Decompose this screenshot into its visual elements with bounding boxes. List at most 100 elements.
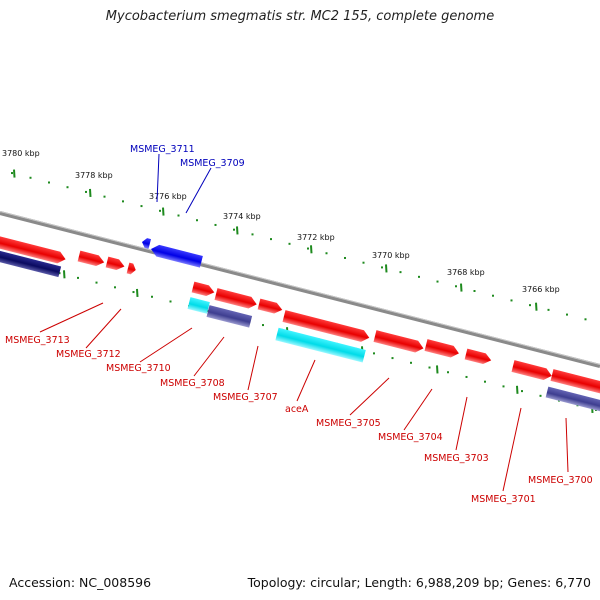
gene-feature-msmeg-3710[interactable] — [126, 262, 137, 276]
lower-scale-minor-tick — [114, 286, 116, 289]
label-leader-line — [502, 407, 522, 492]
lower-scale-minor-tick — [373, 352, 375, 355]
upper-scale-major-tick — [162, 207, 165, 216]
gene-feature-msmeg-3700-shape — [550, 369, 600, 394]
gene-feature-navy-shape — [0, 248, 62, 278]
gene-label-leaders — [39, 153, 569, 492]
upper-scale-minor-tick — [399, 271, 402, 274]
upper-scale-minor-tick — [233, 228, 235, 231]
gene-feature-msmeg-3705-shape — [373, 330, 424, 353]
genome-backbone-highlight — [0, 211, 600, 365]
upper-scale-minor-tick — [251, 233, 254, 236]
gene-feature-msmeg-3705[interactable] — [373, 330, 425, 354]
lower-scale-minor-tick — [410, 361, 412, 364]
gene-label-msmeg-3711[interactable]: MSMEG_3711 — [130, 144, 195, 155]
lower-scale-major-tick — [63, 270, 66, 279]
gene-label-msmeg-3707[interactable]: MSMEG_3707 — [213, 392, 278, 403]
upper-scale-minor-tick — [288, 242, 291, 245]
label-leader-line — [247, 345, 259, 391]
gene-feature-purple-b-shape — [545, 386, 600, 413]
scale-label: 3774 kbp — [223, 212, 261, 221]
upper-scale-major-tick — [385, 264, 388, 273]
upper-scale-minor-tick — [159, 209, 161, 212]
gene-label-msmeg-3710[interactable]: MSMEG_3710 — [106, 363, 171, 374]
gene-feature-acea[interactable] — [282, 310, 371, 343]
upper-scale-minor-tick — [455, 285, 457, 288]
upper-scale-minor-tick — [29, 176, 32, 179]
label-leader-line — [349, 377, 390, 416]
gene-feature-navy[interactable] — [0, 248, 62, 278]
upper-scale-minor-tick — [177, 214, 180, 217]
upper-scale-minor-tick — [362, 261, 365, 264]
gene-feature-red-small[interactable] — [105, 256, 126, 272]
gene-feature-msmeg-3703-shape — [464, 348, 492, 365]
scale-label: 3778 kbp — [75, 171, 113, 180]
label-leader-line — [193, 336, 225, 377]
upper-scale-major-tick — [236, 226, 239, 235]
gene-label-acea[interactable]: aceA — [285, 404, 309, 415]
label-leader-line — [85, 308, 122, 349]
lower-scale-minor-tick — [521, 390, 523, 393]
gene-feature-msmeg-3711[interactable] — [141, 237, 151, 249]
gene-feature-msmeg-3713[interactable] — [0, 234, 67, 265]
lower-scale-minor-tick — [502, 385, 505, 388]
gene-label-msmeg-3701[interactable]: MSMEG_3701 — [471, 494, 536, 505]
upper-scale-minor-tick — [492, 294, 494, 297]
scale-label: 3776 kbp — [149, 192, 187, 201]
lower-scale-minor-tick — [447, 371, 449, 374]
upper-scale-minor-tick — [270, 238, 272, 241]
scale-label: 3766 kbp — [522, 285, 560, 294]
gene-feature-cyan-a[interactable] — [187, 297, 210, 314]
upper-scale-major-tick — [535, 302, 538, 311]
upper-scale-minor-tick — [48, 181, 50, 184]
gene-label-msmeg-3708[interactable]: MSMEG_3708 — [160, 378, 225, 389]
label-leader-line — [39, 302, 104, 333]
gene-feature-msmeg-3708[interactable] — [214, 288, 259, 310]
label-leader-line — [139, 327, 193, 363]
gene-feature-cyan-b[interactable] — [275, 327, 366, 363]
upper-scale-minor-tick — [381, 266, 383, 269]
lower-scale-minor-tick — [58, 272, 61, 275]
gene-label-msmeg-3700[interactable]: MSMEG_3700 — [528, 475, 593, 486]
gene-label-msmeg-3709[interactable]: MSMEG_3709 — [180, 158, 245, 169]
upper-scale-minor-tick — [214, 223, 217, 226]
gene-label-msmeg-3703[interactable]: MSMEG_3703 — [424, 453, 489, 464]
gene-feature-cyan-b-shape — [275, 327, 366, 363]
label-leader-line — [455, 396, 468, 451]
upper-scale-major-tick — [89, 188, 92, 198]
gene-feature-msmeg-3700[interactable] — [550, 369, 600, 395]
gene-feature-purple-a[interactable] — [206, 305, 253, 328]
gene-feature-red-a[interactable] — [191, 281, 216, 298]
upper-scale-minor-tick — [196, 219, 198, 222]
gene-feature-msmeg-3709[interactable] — [150, 243, 203, 268]
gene-feature-msmeg-3707[interactable] — [257, 298, 284, 316]
scale-label: 3770 kbp — [372, 251, 410, 260]
gene-features — [0, 234, 600, 413]
upper-scale-minor-tick — [566, 313, 568, 316]
gene-feature-msmeg-3701[interactable] — [511, 360, 554, 382]
gene-feature-msmeg-3712[interactable] — [77, 250, 106, 268]
gene-label-msmeg-3704[interactable]: MSMEG_3704 — [378, 432, 443, 443]
scale-label: 3772 kbp — [297, 233, 335, 242]
upper-scale-minor-tick — [436, 280, 439, 283]
gene-label-msmeg-3712[interactable]: MSMEG_3712 — [56, 349, 121, 360]
gene-feature-msmeg-3703[interactable] — [464, 348, 493, 366]
lower-scale-minor-tick — [151, 295, 153, 298]
gene-feature-acea-shape — [282, 310, 370, 342]
upper-scale-major-tick — [13, 169, 16, 178]
gene-feature-purple-b[interactable] — [545, 386, 600, 413]
upper-scale-minor-tick — [122, 200, 124, 203]
gene-label-msmeg-3713[interactable]: MSMEG_3713 — [5, 335, 70, 346]
gene-feature-purple-a-shape — [206, 305, 253, 328]
upper-scale-minor-tick — [584, 318, 587, 321]
label-leader-line — [185, 167, 212, 214]
accession-text: Accession: NC_008596 — [9, 575, 152, 590]
lower-scale-major-tick — [436, 365, 439, 374]
gene-feature-msmeg-3704[interactable] — [424, 339, 461, 359]
gene-label-msmeg-3705[interactable]: MSMEG_3705 — [316, 418, 381, 429]
gene-feature-msmeg-3701-shape — [511, 360, 552, 380]
upper-scale-minor-tick — [307, 247, 309, 250]
upper-scale-major-tick — [460, 283, 463, 292]
